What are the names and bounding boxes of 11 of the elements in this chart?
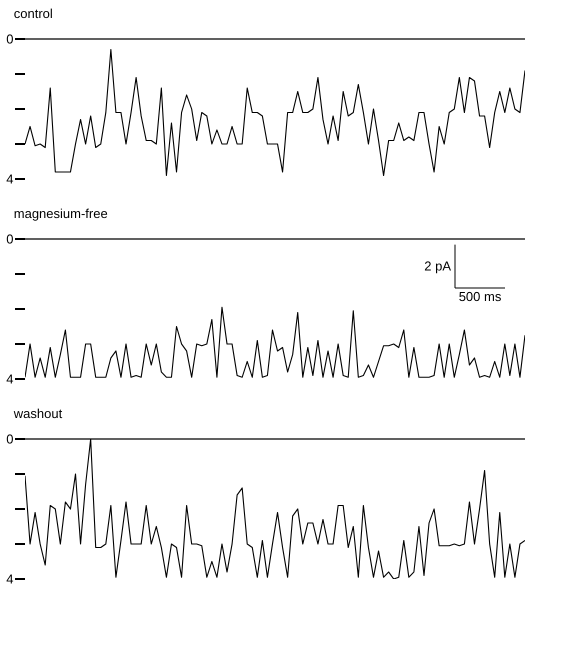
- chart-title: washout: [12, 406, 63, 421]
- y-tick-label: 0: [6, 232, 14, 246]
- annotation: 2 pA: [424, 258, 452, 274]
- y-tick-label: 4: [6, 372, 14, 386]
- annotation: 500 ms: [458, 289, 502, 304]
- chart-title: magnesium-free: [14, 206, 108, 221]
- y-tick-label: 0: [6, 432, 14, 446]
- y-tick-label: 4: [6, 172, 14, 186]
- y-tick-label: 0: [6, 32, 14, 46]
- y-tick-label: 4: [6, 572, 14, 586]
- chart-title: control: [14, 6, 53, 21]
